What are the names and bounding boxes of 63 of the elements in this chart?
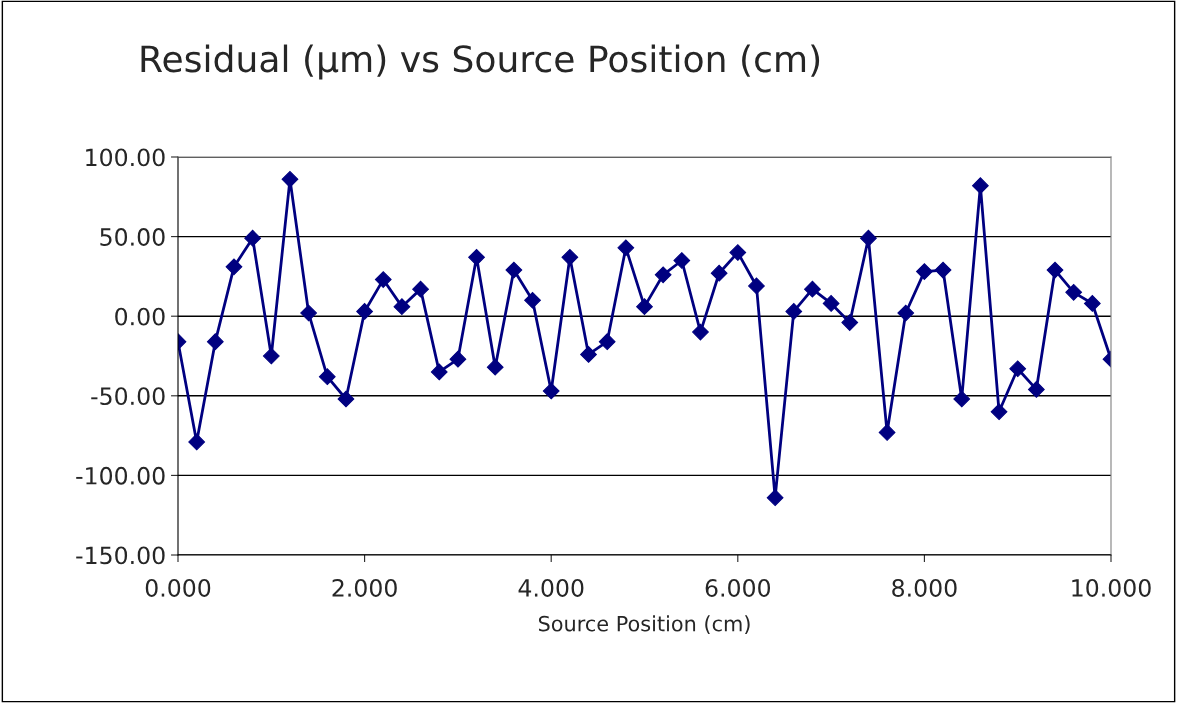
point — [673, 252, 691, 269]
point — [1083, 295, 1101, 312]
point — [300, 304, 317, 322]
point — [710, 264, 728, 282]
point — [318, 368, 336, 386]
point — [636, 298, 653, 316]
point — [916, 263, 933, 280]
y-tick-label: 0.00 — [115, 307, 165, 326]
point — [878, 424, 896, 441]
y-tick-label: 50.00 — [100, 228, 165, 246]
point — [748, 277, 765, 295]
point — [860, 229, 877, 247]
point — [1046, 261, 1064, 279]
point — [225, 258, 243, 276]
y-tick-label: -150.00 — [76, 546, 165, 565]
point — [990, 403, 1008, 421]
point — [1027, 381, 1045, 398]
point — [449, 350, 467, 368]
point — [804, 280, 821, 298]
point — [785, 303, 803, 320]
y-tick-label: -50.00 — [91, 387, 165, 406]
point — [972, 177, 989, 195]
x-axis-title: Source Position (cm) — [538, 615, 750, 634]
point — [654, 266, 672, 284]
point — [766, 489, 784, 507]
point — [1009, 360, 1027, 378]
chart-title: Residual (µm) vs Source Position (cm) — [141, 44, 820, 80]
point — [822, 295, 840, 312]
x-tick-label: 4.000 — [518, 579, 584, 597]
point — [374, 271, 392, 288]
y-tick-label: 100.00 — [86, 148, 165, 167]
point — [244, 229, 262, 247]
point — [617, 239, 635, 257]
point — [841, 314, 859, 331]
point — [1065, 283, 1083, 301]
point — [468, 248, 485, 266]
point — [262, 347, 280, 365]
point — [729, 244, 747, 261]
point — [206, 333, 224, 351]
point — [934, 261, 952, 279]
point — [542, 382, 560, 400]
x-tick-label: 6.000 — [705, 579, 771, 597]
x-tick-label: 10.000 — [1072, 579, 1151, 597]
point — [430, 363, 448, 381]
point — [561, 248, 579, 266]
point — [412, 280, 429, 298]
point — [337, 390, 355, 408]
point — [524, 291, 541, 309]
point — [692, 323, 709, 341]
point — [897, 304, 915, 322]
x-tick-label: 0.000 — [145, 579, 211, 597]
x-tick-label: 8.000 — [892, 579, 957, 597]
point — [580, 346, 597, 363]
point — [188, 433, 206, 451]
point — [598, 333, 616, 351]
point — [486, 358, 504, 376]
point — [953, 390, 971, 408]
point — [281, 170, 299, 188]
point — [393, 298, 411, 316]
y-tick-label: -100.00 — [76, 466, 165, 485]
x-tick-label: 2.000 — [332, 579, 397, 597]
point — [356, 303, 373, 320]
point — [505, 261, 523, 279]
